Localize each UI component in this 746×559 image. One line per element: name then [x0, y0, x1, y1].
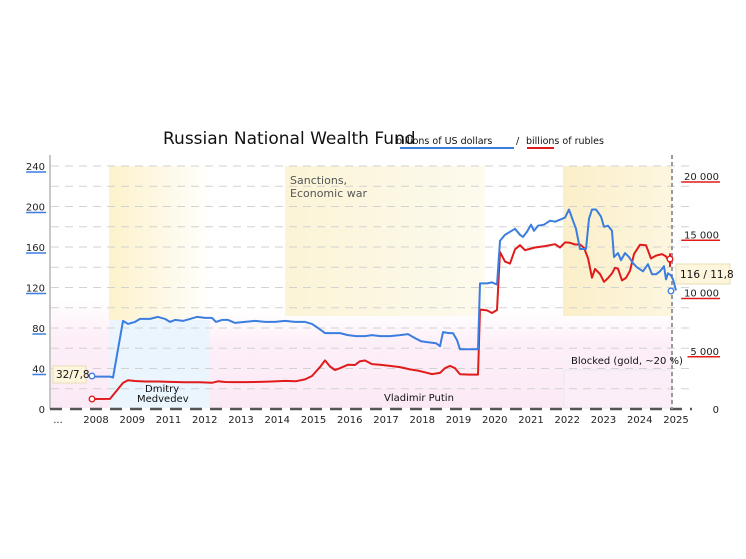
y-left-tick-label: 0 [39, 405, 45, 416]
y-right-tick-label: 15 000 [684, 230, 719, 241]
y-right-tick-label: 20 000 [684, 172, 719, 183]
y-right-tick-label: 5 000 [690, 347, 719, 358]
legend-usd: billions of US dollars [396, 136, 492, 147]
legend-rubles: billions of rubles [526, 136, 604, 147]
x-tick-label: 2021 [518, 415, 543, 426]
x-tick-label: 2011 [156, 415, 181, 426]
x-tick-label: ... [53, 415, 63, 426]
medvedev-label-line2: Medvedev [137, 394, 189, 405]
x-tick-label: 2024 [627, 415, 652, 426]
x-tick-label: 2013 [228, 415, 253, 426]
y-axis-right-ticks: 0 5 000 10 000 15 000 20 000 [681, 172, 720, 416]
y-left-tick-label: 120 [26, 284, 45, 295]
x-tick-label: 2020 [482, 415, 507, 426]
start-value-tooltip: 32/7,8 [52, 365, 90, 384]
svg-text:32/7,8: 32/7,8 [56, 369, 90, 381]
putin-region-1 [51, 300, 109, 408]
x-tick-label: 2014 [265, 415, 290, 426]
y-left-tick-label: 40 [32, 365, 45, 376]
x-tick-label: 2012 [192, 415, 217, 426]
x-tick-label: 2016 [337, 415, 362, 426]
svg-text:116 / 11,8: 116 / 11,8 [680, 269, 734, 281]
background-regions [51, 166, 673, 409]
y-left-tick-label: 240 [26, 162, 45, 173]
usd-series-line [92, 208, 677, 379]
x-axis-ticks: ... 2008 2009 2011 2012 2013 2014 2015 2016 2017 2… [53, 415, 689, 426]
sanctions-label-line2: Economic war [290, 187, 367, 200]
y-left-tick-label: 200 [26, 203, 45, 214]
blocked-label: Blocked (gold, ~20 %) [571, 356, 683, 367]
y-left-tick-label: 160 [26, 243, 45, 254]
y-right-tick-label: 10 000 [684, 289, 719, 300]
rubles-start-marker[interactable] [88, 395, 96, 403]
x-tick-label: 2022 [555, 415, 580, 426]
putin-label: Vladimir Putin [384, 393, 454, 404]
gridlines [51, 165, 692, 390]
rubles-end-marker[interactable] [666, 255, 674, 263]
medvedev-region [109, 320, 210, 408]
x-tick-label: 2018 [410, 415, 435, 426]
x-tick-label: 2023 [591, 415, 616, 426]
y-right-tick-label: 0 [713, 405, 719, 416]
x-tick-label: 2008 [83, 415, 108, 426]
x-tick-label: 2019 [446, 415, 471, 426]
chart-title: Russian National Wealth Fund [163, 129, 416, 149]
rubles-series-line [91, 241, 671, 400]
x-tick-label: 2017 [373, 415, 398, 426]
x-tick-label: 2015 [301, 415, 326, 426]
end-value-tooltip: 116 / 11,8 [675, 263, 734, 285]
y-axis-left-ticks: 0 40 80 120 160 200 240 [26, 162, 46, 416]
sanctions-band [285, 166, 485, 316]
crisis-2008-band [109, 166, 210, 320]
sanctions-label-line1: Sanctions, [290, 174, 347, 187]
medvedev-label-line1: Dmitry [145, 384, 179, 395]
war-band [563, 166, 672, 316]
usd-start-marker[interactable] [88, 372, 96, 380]
x-tick-label: 2025 [663, 415, 688, 426]
y-left-tick-label: 80 [32, 324, 45, 335]
usd-end-marker[interactable] [667, 287, 675, 295]
x-tick-label: 2009 [120, 415, 145, 426]
legend-separator: / [516, 136, 520, 147]
